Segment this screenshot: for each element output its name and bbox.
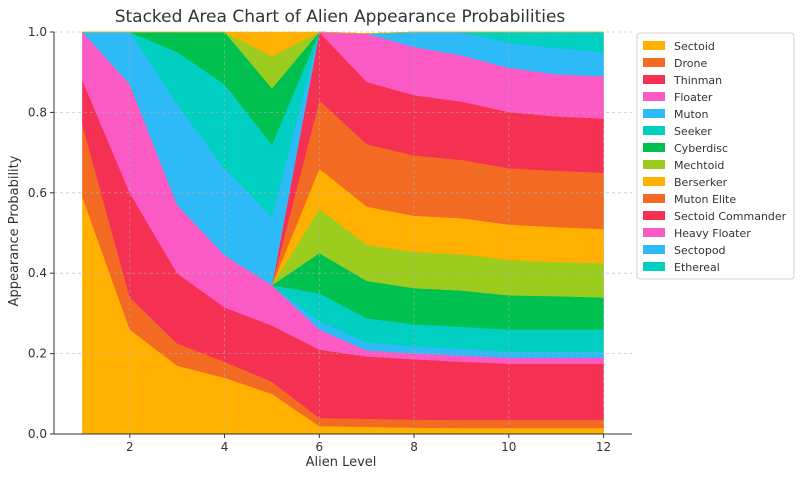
y-tick-label: 0.2 (28, 347, 47, 361)
legend-swatch (643, 143, 665, 152)
legend: Sectoid Drone Thinman Floater Muton Seeker Cyb… (636, 32, 795, 280)
x-tick-label: 4 (221, 440, 229, 454)
legend-label: Muton (674, 108, 709, 121)
legend-swatch (643, 228, 665, 237)
legend-swatch (643, 41, 665, 50)
legend-label: Mechtoid (674, 159, 724, 172)
legend-label: Berserker (674, 176, 728, 189)
legend-label: Sectoid Commander (674, 210, 787, 223)
x-tick-label: 8 (410, 440, 418, 454)
legend-label: Ethereal (674, 261, 720, 274)
legend-swatch (643, 109, 665, 118)
x-tick-label: 10 (501, 440, 516, 454)
legend-label: Floater (674, 91, 713, 104)
y-tick-label: 0.4 (28, 266, 47, 280)
area-berserker-16 (82, 31, 604, 57)
axis-layer: 2 4 6 8 10 12 0.0 0.2 0.4 0.6 0.8 1.0 (28, 25, 632, 454)
y-tick-label: 0.8 (28, 105, 47, 119)
legend-swatch (643, 92, 665, 101)
y-tick-label: 0.6 (28, 186, 47, 200)
y-tick-label: 1.0 (28, 25, 47, 39)
legend-label: Seeker (674, 125, 712, 138)
x-tick-label: 12 (596, 440, 611, 454)
chart-title: Stacked Area Chart of Alien Appearance P… (115, 7, 566, 27)
legend-swatch (643, 160, 665, 169)
legend-swatch (643, 75, 665, 84)
x-axis-label: Alien Level (306, 455, 377, 470)
legend-label: Sectopod (674, 244, 726, 257)
legend-swatch (643, 126, 665, 135)
legend-swatch (643, 245, 665, 254)
legend-label: Drone (674, 57, 707, 70)
legend-swatch (643, 262, 665, 271)
legend-swatch (643, 177, 665, 186)
area-layer (81, 31, 604, 435)
legend-swatch (643, 194, 665, 203)
y-axis-label: Appearance Probability (7, 155, 22, 306)
legend-label: Heavy Floater (674, 227, 751, 240)
y-tick-label: 0.0 (28, 427, 47, 441)
legend-label: Muton Elite (674, 193, 736, 206)
legend-swatch (643, 211, 665, 220)
legend-swatch (643, 58, 665, 67)
legend-label: Thinman (673, 74, 722, 87)
legend-label: Cyberdisc (674, 142, 728, 155)
legend-label: Sectoid (674, 40, 715, 53)
x-tick-label: 2 (126, 440, 134, 454)
legend-box (636, 32, 795, 280)
x-tick-label: 6 (315, 440, 323, 454)
